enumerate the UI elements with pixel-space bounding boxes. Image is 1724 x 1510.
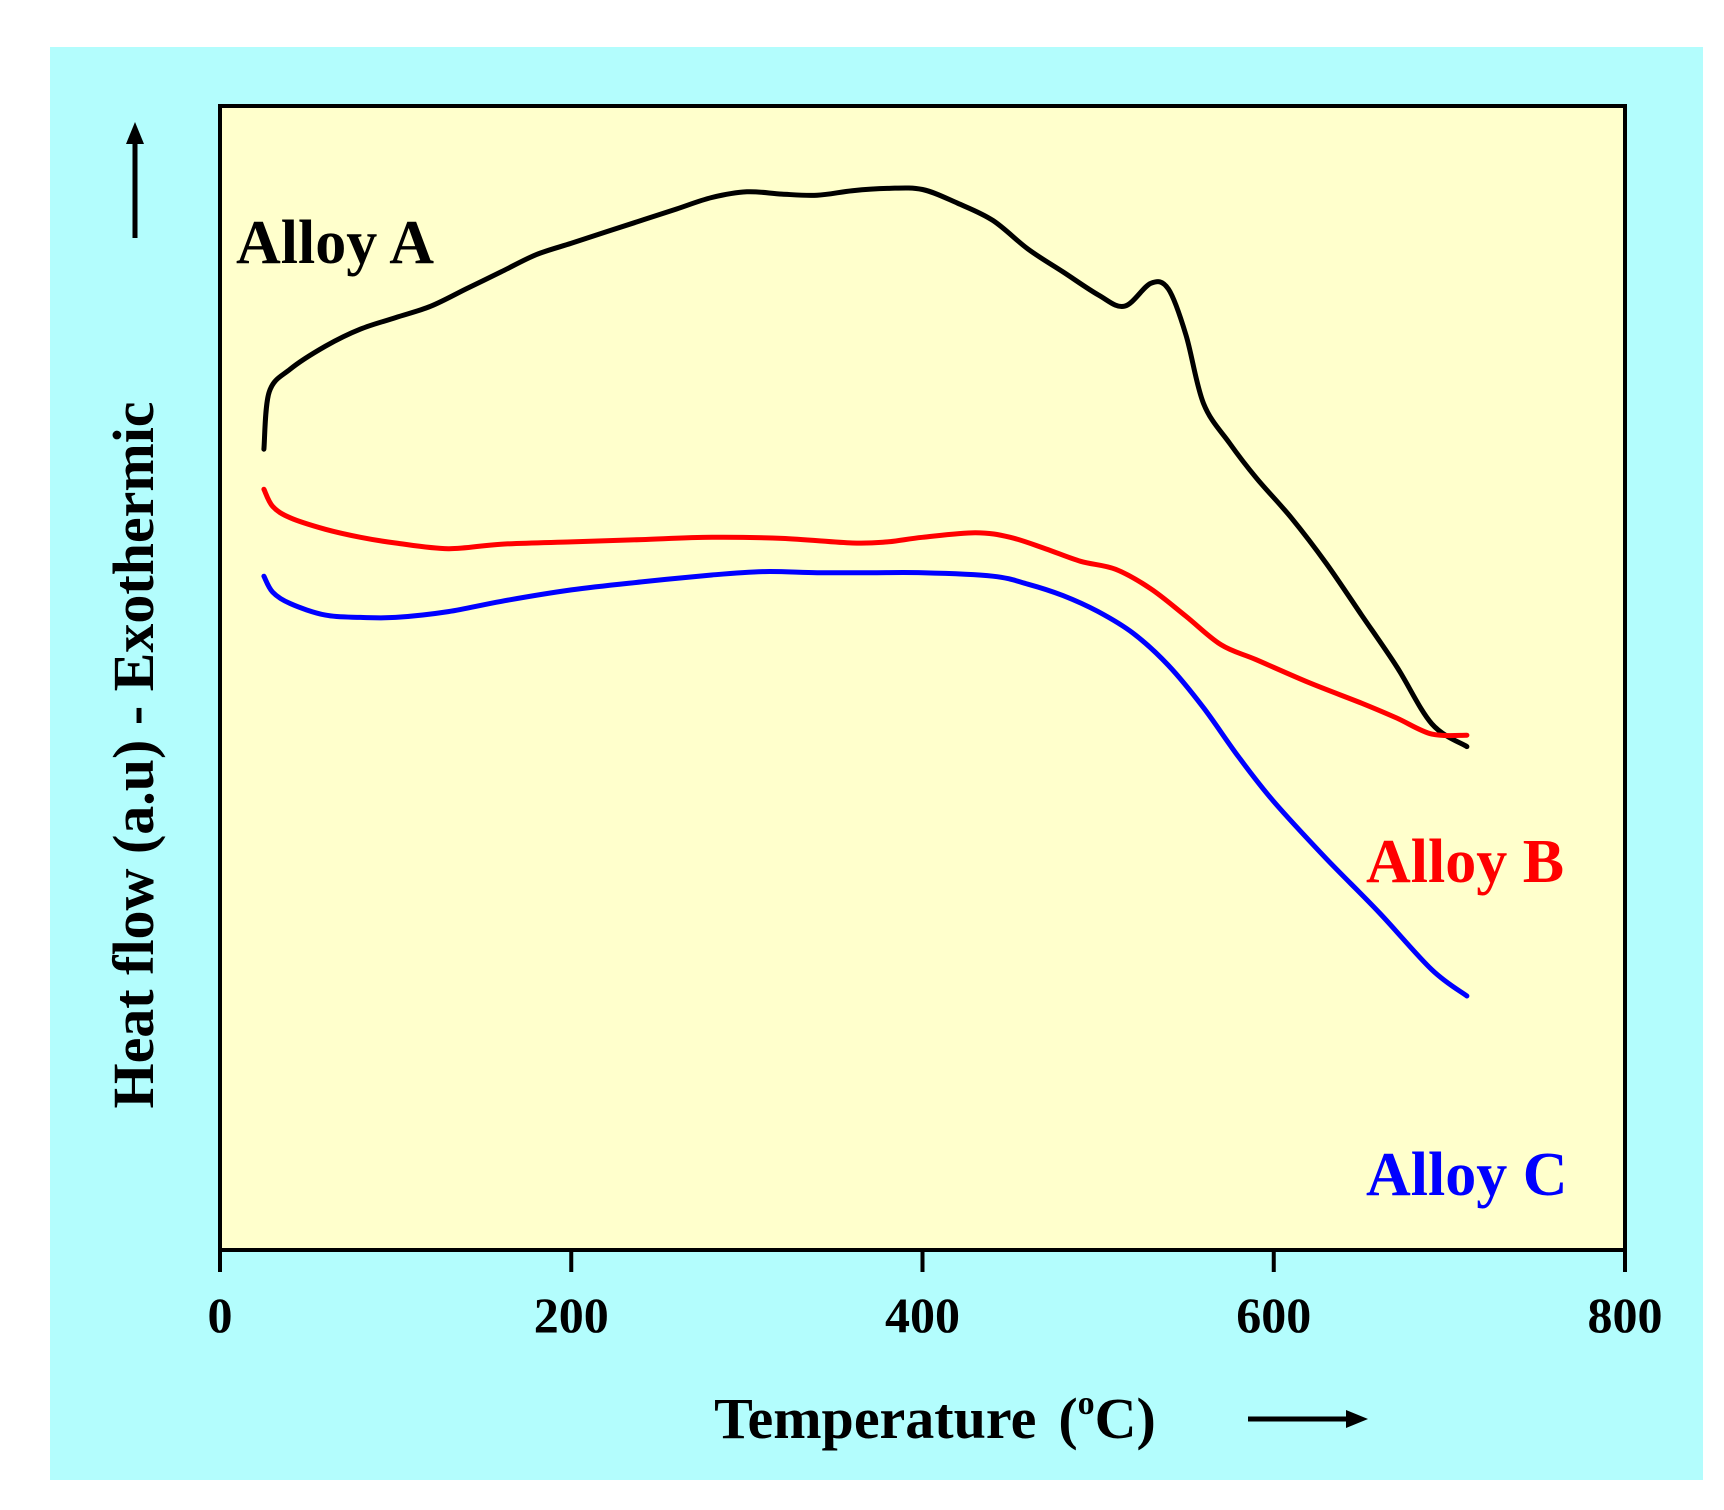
x-axis-title: Temperature (oC) bbox=[714, 1385, 1156, 1451]
x-axis-title-close-paren: ) bbox=[1137, 1386, 1156, 1451]
series-line-alloy-b bbox=[261, 486, 1470, 739]
x-axis-title-unit: C bbox=[1095, 1386, 1137, 1451]
x-tick-label: 600 bbox=[1236, 1287, 1311, 1343]
x-axis-title-superscript: o bbox=[1078, 1385, 1095, 1422]
plot-area bbox=[218, 104, 1627, 1252]
series-line-alloy-c bbox=[261, 569, 1470, 999]
y-axis-title: Heat flow (a.u) - Exothermic bbox=[101, 401, 166, 1108]
x-axis-title-text: Temperature bbox=[714, 1386, 1036, 1451]
x-tick-label: 200 bbox=[534, 1287, 609, 1343]
x-tick-label: 400 bbox=[885, 1287, 960, 1343]
series-label-alloy-b: Alloy B bbox=[1366, 828, 1564, 896]
series-label-alloy-c: Alloy C bbox=[1366, 1141, 1568, 1209]
series-label-alloy-a: Alloy A bbox=[236, 209, 434, 277]
x-tick-label: 800 bbox=[1588, 1287, 1663, 1343]
x-axis-title-open-paren: ( bbox=[1058, 1386, 1077, 1451]
y-axis-arrow bbox=[126, 122, 144, 238]
x-axis-arrow bbox=[1248, 1410, 1368, 1428]
x-tick-label: 0 bbox=[208, 1287, 233, 1343]
series-line-alloy-a bbox=[261, 185, 1470, 750]
